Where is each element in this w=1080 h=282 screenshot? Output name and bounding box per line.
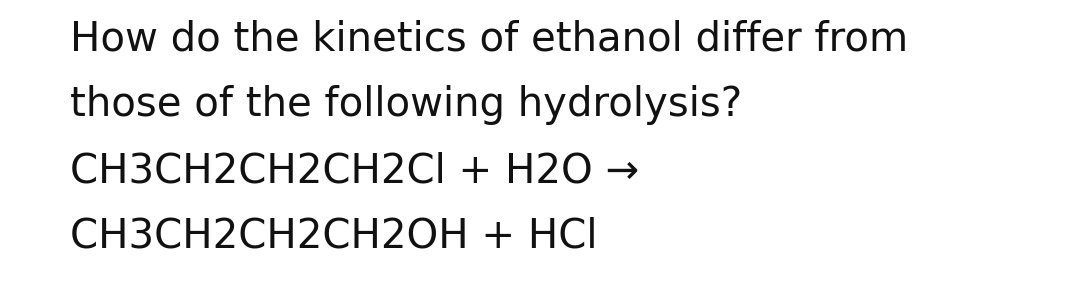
Text: CH3CH2CH2CH2OH + HCl: CH3CH2CH2CH2OH + HCl (70, 217, 597, 257)
Text: CH3CH2CH2CH2Cl + H2O →: CH3CH2CH2CH2Cl + H2O → (70, 151, 639, 191)
Text: How do the kinetics of ethanol differ from: How do the kinetics of ethanol differ fr… (70, 20, 908, 60)
Text: those of the following hydrolysis?: those of the following hydrolysis? (70, 85, 742, 125)
